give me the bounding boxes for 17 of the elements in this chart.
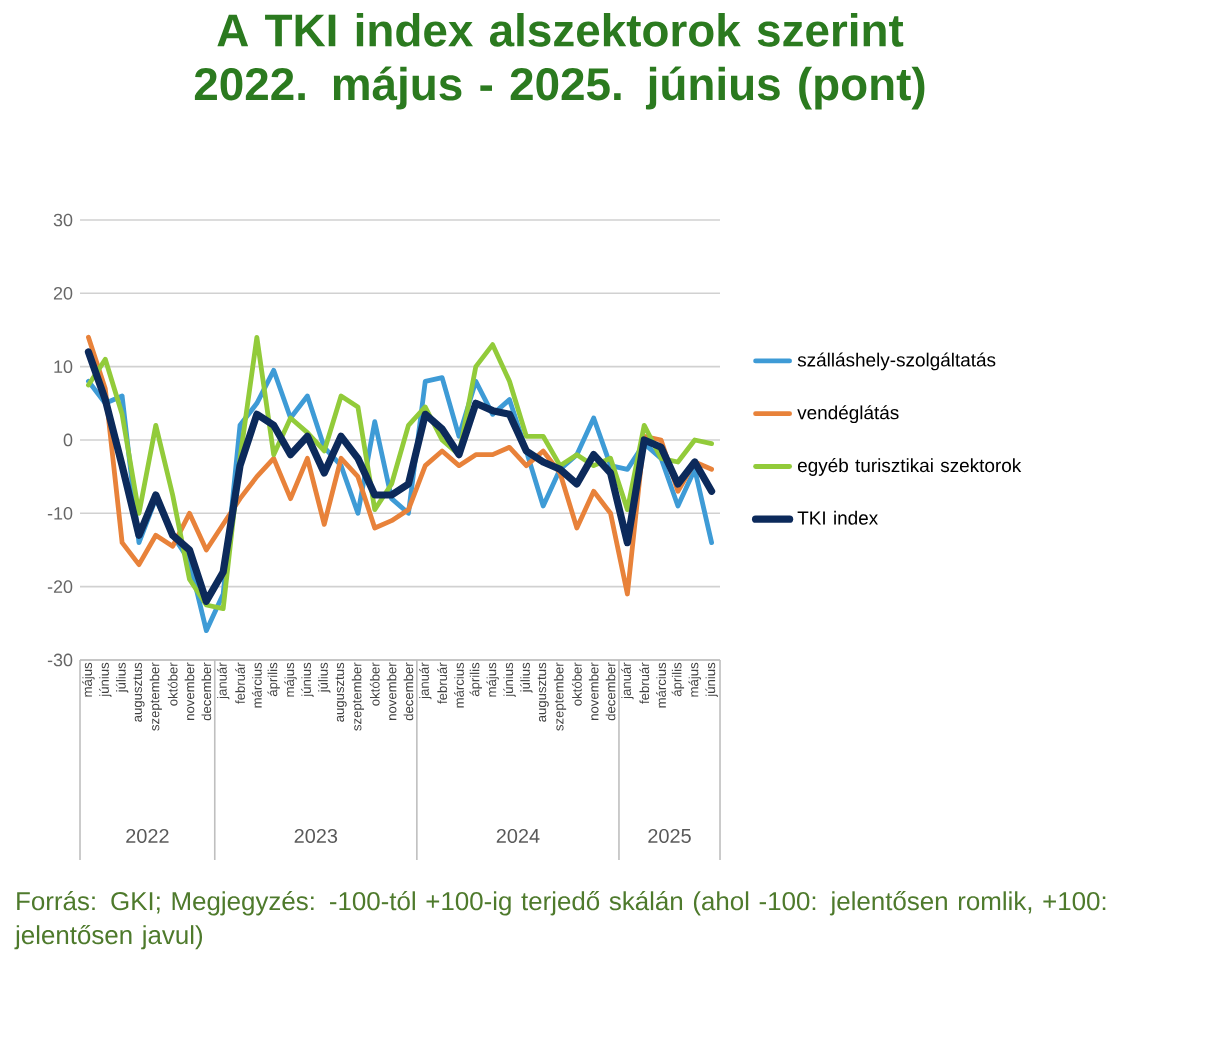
text: 2022 xyxy=(126,828,169,844)
chart-title: A TKI index alszektorok szerint 2022. május - 2025. június (pont) xyxy=(194,13,925,110)
legend-label: vendéglátás xyxy=(797,405,899,424)
legend-label: egyéb turisztikai szektorok xyxy=(798,458,1022,476)
y-tick-label: 20 xyxy=(53,286,73,300)
text: 2025 xyxy=(648,828,691,844)
text: Forrás: GKI; Megjegyzés: -100-tól +100-ig terjedő skálán (ahol -100: jelentősen romlik, +100: jelentősen javul) xyxy=(14,891,1106,950)
y-tick-label: -20 xyxy=(47,580,73,593)
y-tick-label: 30 xyxy=(53,213,73,227)
y-tick-label: -10 xyxy=(47,506,73,520)
text: 2024 xyxy=(496,828,540,844)
y-tick-label: -30 xyxy=(47,653,73,667)
text: 2023 xyxy=(294,828,338,844)
legend-label: szálláshely-szolgáltatás xyxy=(797,352,996,371)
legend-label: TKI index xyxy=(797,510,878,525)
y-tick-label: 10 xyxy=(54,360,73,374)
y-tick-label: 0 xyxy=(63,433,73,447)
